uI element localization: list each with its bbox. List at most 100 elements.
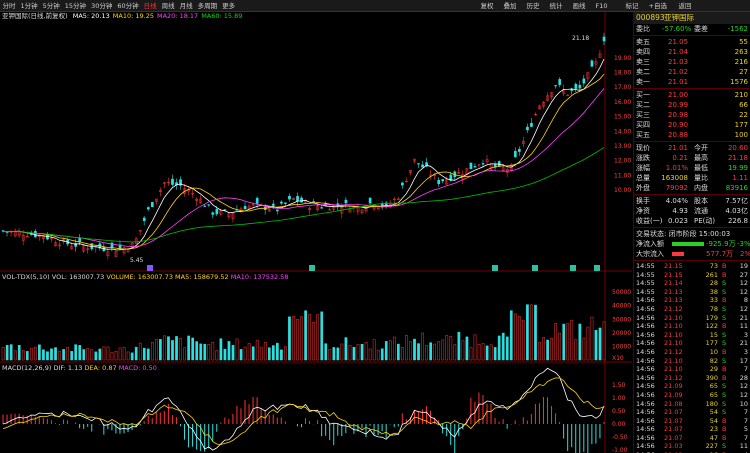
candle-body bbox=[284, 202, 287, 204]
tick-price: 21.09 bbox=[664, 382, 683, 391]
tick-row[interactable]: 14:56 21.08 180 S 10 bbox=[634, 400, 750, 409]
tick-row[interactable]: 14:55 21.15 73 B 19 bbox=[634, 262, 750, 271]
stat-label: 外盘 bbox=[636, 184, 650, 192]
tick-row[interactable]: 14:56 21.12 390 B 28 bbox=[634, 374, 750, 383]
period-tab[interactable]: 日线 bbox=[143, 2, 157, 10]
tick-row[interactable]: 14:56 21.07 54 S 7 bbox=[634, 408, 750, 417]
volume-bar bbox=[461, 340, 465, 361]
stat-label: 今开 bbox=[694, 144, 708, 152]
candle-body bbox=[368, 197, 372, 204]
candle-body bbox=[171, 178, 174, 185]
bid-level: 买五 bbox=[636, 131, 650, 139]
volume-bar bbox=[429, 342, 432, 361]
candle-body bbox=[146, 207, 150, 210]
tick-volume: 65 bbox=[709, 382, 718, 391]
period-tab[interactable]: 15分钟 bbox=[64, 2, 87, 10]
tick-price: 21.07 bbox=[664, 425, 683, 434]
ask-price: 21.01 bbox=[668, 78, 689, 86]
period-tab[interactable]: 60分钟 bbox=[117, 2, 139, 10]
tick-row[interactable]: 14:56 21.03 16 B 4 bbox=[634, 451, 750, 453]
tick-row[interactable]: 14:56 21.10 177 S 21 bbox=[634, 339, 750, 348]
volume-bar bbox=[199, 343, 203, 361]
volume-bar bbox=[602, 321, 606, 361]
tick-row[interactable]: 14:56 21.07 23 B 5 bbox=[634, 425, 750, 434]
tick-row[interactable]: 14:56 21.10 15 S 3 bbox=[634, 331, 750, 340]
candle-body bbox=[292, 197, 295, 200]
bid-price: 20.99 bbox=[668, 101, 689, 109]
period-tab[interactable]: 分时 bbox=[2, 2, 16, 10]
tick-direction: S bbox=[722, 339, 727, 348]
candle-body bbox=[598, 53, 602, 58]
candle-body bbox=[481, 163, 485, 165]
volume-tick: 10000 bbox=[612, 343, 631, 350]
toolbar-button[interactable]: 历史 bbox=[526, 2, 540, 10]
stat-value: 20.60 bbox=[727, 144, 748, 152]
chart-canvas[interactable]: 19.00 18.00 17.00 16.00 15.00 14.00 13.00 12.00… bbox=[0, 12, 632, 453]
volume-bar bbox=[530, 304, 533, 361]
volume-bar bbox=[150, 342, 154, 361]
tick-row[interactable]: 14:56 21.10 179 S 21 bbox=[634, 314, 750, 323]
toolbar-button[interactable]: 叠加 bbox=[503, 2, 517, 10]
tick-row[interactable]: 14:56 21.07 47 B 7 bbox=[634, 434, 750, 443]
candle-body bbox=[231, 212, 235, 219]
ma-line bbox=[2, 146, 605, 243]
volume-bar bbox=[534, 304, 537, 361]
tick-row[interactable]: 14:56 21.03 227 S 11 bbox=[634, 442, 750, 451]
tick-row[interactable]: 14:56 21.12 10 B 3 bbox=[634, 348, 750, 357]
tick-row[interactable]: 14:56 21.10 82 S 17 bbox=[634, 357, 750, 366]
stat-label: 最高 bbox=[694, 154, 708, 162]
tick-row[interactable]: 14:56 21.10 29 B 7 bbox=[634, 365, 750, 374]
volume-bar bbox=[17, 345, 21, 361]
stock-title: 亚钾国际(日线,前复权) bbox=[2, 12, 68, 20]
ask-level: 卖三 bbox=[636, 58, 650, 66]
candle-body bbox=[530, 122, 533, 127]
tick-row[interactable]: 14:55 21.13 38 S 12 bbox=[634, 288, 750, 297]
volume-bar bbox=[155, 339, 158, 361]
tick-price: 21.09 bbox=[664, 390, 683, 399]
toolbar-button[interactable]: 标记 bbox=[625, 2, 639, 10]
candle-body bbox=[219, 210, 223, 215]
volume-bar bbox=[417, 343, 420, 361]
volume-bar bbox=[550, 337, 553, 361]
toolbar-button[interactable]: +自选 bbox=[648, 2, 667, 10]
tick-volume: 390 bbox=[705, 373, 718, 382]
period-tab[interactable]: 5分钟 bbox=[42, 2, 60, 10]
candle-body bbox=[138, 229, 142, 232]
bid-price: 20.98 bbox=[668, 111, 689, 119]
toolbar-button[interactable]: F10 bbox=[595, 2, 608, 10]
period-tab[interactable]: 月线 bbox=[179, 2, 193, 10]
kline-chart-area[interactable]: 19.00 18.00 17.00 16.00 15.00 14.00 13.00 12.00… bbox=[0, 12, 632, 453]
toolbar-button[interactable]: 复权 bbox=[480, 2, 494, 10]
tick-time: 14:56 bbox=[636, 416, 655, 425]
volume-bar bbox=[13, 350, 17, 361]
tick-row[interactable]: 14:56 21.12 78 S 12 bbox=[634, 305, 750, 314]
period-tab[interactable]: 更多 bbox=[222, 2, 236, 10]
price-tick: 14.00 bbox=[614, 128, 631, 135]
volume-bar bbox=[195, 341, 199, 361]
period-tab[interactable]: 1分钟 bbox=[20, 2, 38, 10]
tick-volume: 33 bbox=[709, 296, 718, 305]
stat-label: 涨跌 bbox=[636, 154, 650, 162]
tick-row[interactable]: 14:56 21.13 33 B 8 bbox=[634, 296, 750, 305]
tick-row[interactable]: 14:56 21.09 65 S 12 bbox=[634, 391, 750, 400]
ask-volume: 27 bbox=[739, 68, 748, 76]
tick-price: 21.10 bbox=[664, 322, 683, 331]
tick-row[interactable]: 14:56 21.10 122 B 11 bbox=[634, 322, 750, 331]
tick-row[interactable]: 14:56 21.07 54 B 7 bbox=[634, 417, 750, 426]
tick-price: 21.10 bbox=[664, 339, 683, 348]
volume-bar bbox=[409, 341, 412, 361]
toolbar-button[interactable]: 统计 bbox=[549, 2, 563, 10]
toolbar-button[interactable]: 画线 bbox=[572, 2, 586, 10]
volume-bar bbox=[211, 341, 215, 361]
tick-row[interactable]: 14:55 21.15 261 B 27 bbox=[634, 271, 750, 280]
tick-row[interactable]: 14:56 21.09 65 S 12 bbox=[634, 382, 750, 391]
volume-bar bbox=[304, 310, 307, 361]
event-marker bbox=[532, 265, 538, 271]
period-tab[interactable]: 30分钟 bbox=[91, 2, 113, 10]
volume-bar bbox=[50, 348, 53, 361]
tick-row[interactable]: 14:55 21.14 28 S 12 bbox=[634, 279, 750, 288]
tick-count: 12 bbox=[739, 390, 748, 399]
period-tab[interactable]: 周线 bbox=[161, 2, 175, 10]
toolbar-button[interactable]: 返回 bbox=[678, 2, 692, 10]
period-tab[interactable]: 多周期 bbox=[197, 2, 218, 10]
